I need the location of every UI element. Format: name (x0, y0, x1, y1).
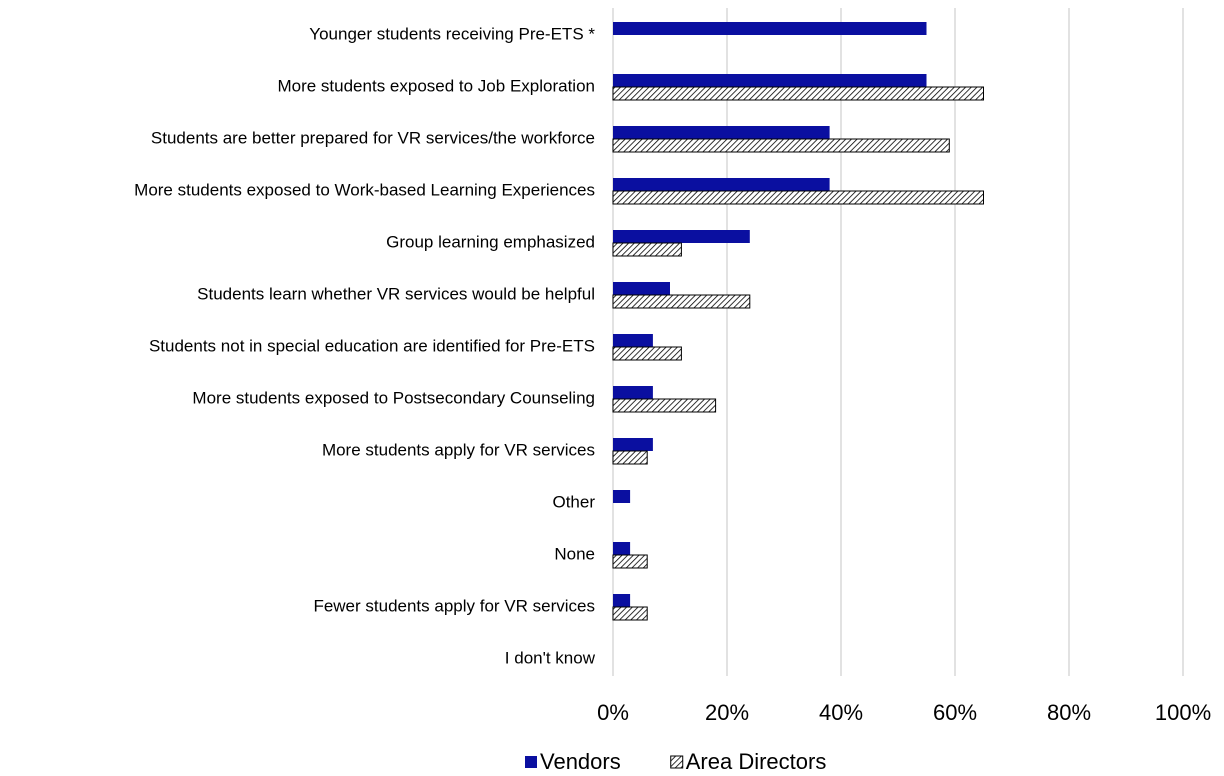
legend-label: Vendors (540, 749, 621, 774)
y-tick-label: Students not in special education are id… (149, 336, 595, 355)
x-tick-label: 80% (1047, 700, 1091, 725)
bar (613, 178, 830, 191)
bar (612, 606, 648, 621)
bar (613, 490, 631, 503)
bar (613, 594, 631, 607)
bar (612, 138, 950, 153)
bar (613, 22, 927, 35)
y-tick-label: More students exposed to Work-based Lear… (134, 180, 595, 199)
x-tick-label: 100% (1155, 700, 1211, 725)
bar (613, 230, 750, 243)
y-tick-label: Students learn whether VR services would… (197, 284, 595, 303)
legend-swatch (670, 755, 684, 769)
bar (612, 86, 984, 101)
bar (612, 450, 648, 465)
y-tick-label: Students are better prepared for VR serv… (151, 128, 595, 147)
y-tick-label: More students exposed to Job Exploration (277, 76, 595, 95)
bar (613, 334, 653, 347)
bar (612, 554, 648, 569)
y-tick-label: Younger students receiving Pre-ETS * (309, 24, 595, 43)
x-tick-label: 20% (705, 700, 749, 725)
x-tick-label: 60% (933, 700, 977, 725)
bar (613, 74, 927, 87)
y-tick-label: I don't know (505, 648, 596, 667)
bar (613, 438, 653, 451)
y-tick-label: Other (552, 492, 595, 511)
y-tick-label: None (554, 544, 595, 563)
x-tick-label: 40% (819, 700, 863, 725)
bar (612, 242, 682, 257)
bar (612, 346, 682, 361)
bar (613, 386, 653, 399)
bar (613, 542, 631, 555)
x-tick-label: 0% (597, 700, 629, 725)
y-tick-label: Fewer students apply for VR services (313, 596, 595, 615)
bar (612, 398, 717, 413)
bar (612, 294, 751, 309)
bar (613, 282, 670, 295)
y-tick-label: More students exposed to Postsecondary C… (192, 388, 595, 407)
y-tick-label: More students apply for VR services (322, 440, 595, 459)
legend-swatch (525, 756, 537, 768)
y-tick-label: Group learning emphasized (386, 232, 595, 251)
bar (612, 190, 984, 205)
legend-label: Area Directors (686, 749, 827, 774)
bar (613, 126, 830, 139)
